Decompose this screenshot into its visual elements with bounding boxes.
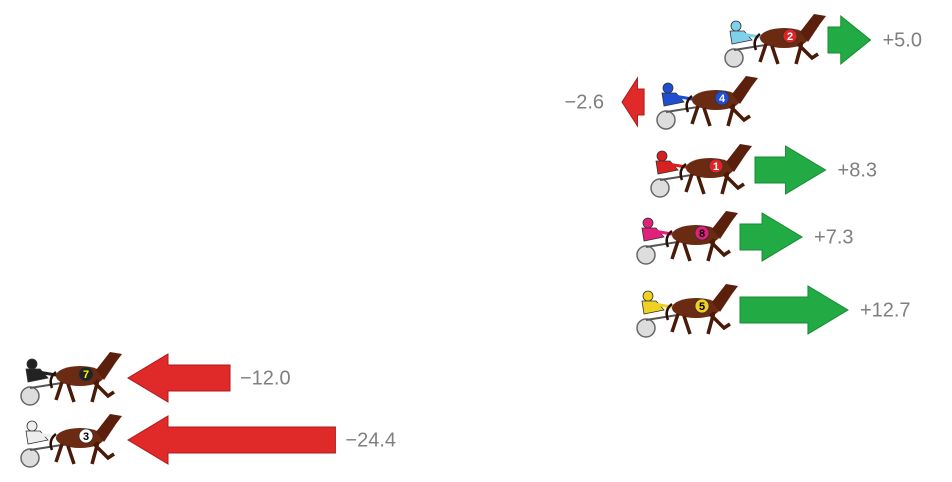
change-label: +7.3 xyxy=(814,226,853,248)
horse-number: 2 xyxy=(787,31,793,43)
horse-number: 3 xyxy=(83,431,89,443)
driver-body xyxy=(642,301,664,314)
driver-head xyxy=(27,359,37,369)
driver-body xyxy=(26,431,48,444)
horse-row: 1 +8.3 xyxy=(651,144,877,197)
driver-head xyxy=(657,151,667,161)
horse-number: 7 xyxy=(83,369,89,381)
sulky-wheel xyxy=(657,111,675,129)
driver-head xyxy=(643,218,653,228)
driver-head xyxy=(643,291,653,301)
driver-head xyxy=(731,21,741,31)
change-label: −12.0 xyxy=(240,367,291,389)
horse-number: 4 xyxy=(719,93,726,105)
sulky-wheel xyxy=(725,49,743,67)
driver-body xyxy=(656,161,678,174)
change-label: +5.0 xyxy=(883,29,922,51)
horse-number: 8 xyxy=(699,228,705,240)
sulky-wheel xyxy=(21,449,39,467)
driver-head xyxy=(663,83,673,93)
change-arrow xyxy=(740,213,802,261)
change-label: −2.6 xyxy=(565,91,604,113)
driver-head xyxy=(27,421,37,431)
sulky-wheel xyxy=(21,387,39,405)
driver-body xyxy=(642,228,664,241)
horse-row: 3 −24.4 xyxy=(21,414,396,467)
horse-row: 4 −2.6 xyxy=(565,76,758,129)
sulky-wheel xyxy=(651,179,669,197)
horse-row: 8 +7.3 xyxy=(637,211,854,264)
change-label: −24.4 xyxy=(345,429,396,451)
change-arrow xyxy=(755,146,826,194)
change-arrow xyxy=(828,16,871,64)
horse-row: 7 −12.0 xyxy=(21,352,291,405)
change-arrow xyxy=(128,416,335,464)
race-diagram: 2 +5.0 4 −2.6 1 +8.3 8 +7.3 5 +12.7 7 −12.0 3 −24.4 xyxy=(0,0,952,482)
horse-row: 5 +12.7 xyxy=(637,284,911,337)
change-arrow xyxy=(622,78,644,126)
horse-number: 5 xyxy=(699,301,705,313)
change-label: +12.7 xyxy=(860,299,911,321)
change-arrow xyxy=(740,286,848,334)
driver-body xyxy=(730,31,752,44)
horse-number: 1 xyxy=(713,161,719,173)
driver-body xyxy=(662,93,684,106)
driver-body xyxy=(26,369,48,382)
sulky-wheel xyxy=(637,319,655,337)
horse-row: 2 +5.0 xyxy=(725,14,922,67)
change-arrow xyxy=(128,354,230,402)
change-label: +8.3 xyxy=(838,159,877,181)
sulky-wheel xyxy=(637,246,655,264)
